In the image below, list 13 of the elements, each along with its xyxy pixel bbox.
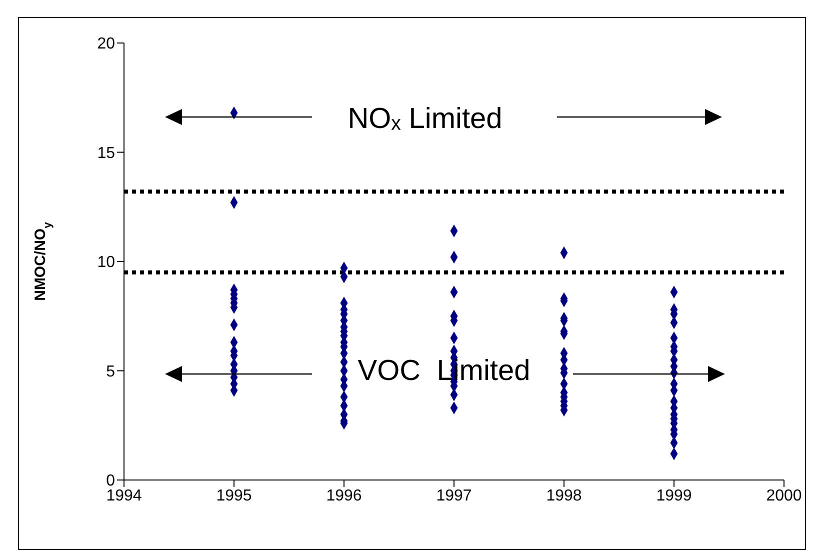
x-tick-label: 1999 (656, 487, 692, 504)
x-tick-label: 1997 (436, 487, 472, 504)
x-tick-label: 1998 (546, 487, 582, 504)
x-tick-label: 2000 (766, 487, 802, 504)
y-tick-label: 15 (97, 144, 116, 162)
x-tick-label: 1994 (106, 487, 142, 504)
y-tick-label: 20 (97, 36, 116, 53)
annotation: NOₓ Limited (348, 103, 502, 135)
y-tick-label: 10 (97, 254, 116, 272)
x-tick-label: 1996 (326, 487, 362, 504)
x-tick-label: 1995 (216, 487, 252, 504)
y-tick-label: 0 (106, 472, 116, 490)
y-tick-label: 5 (106, 363, 116, 380)
